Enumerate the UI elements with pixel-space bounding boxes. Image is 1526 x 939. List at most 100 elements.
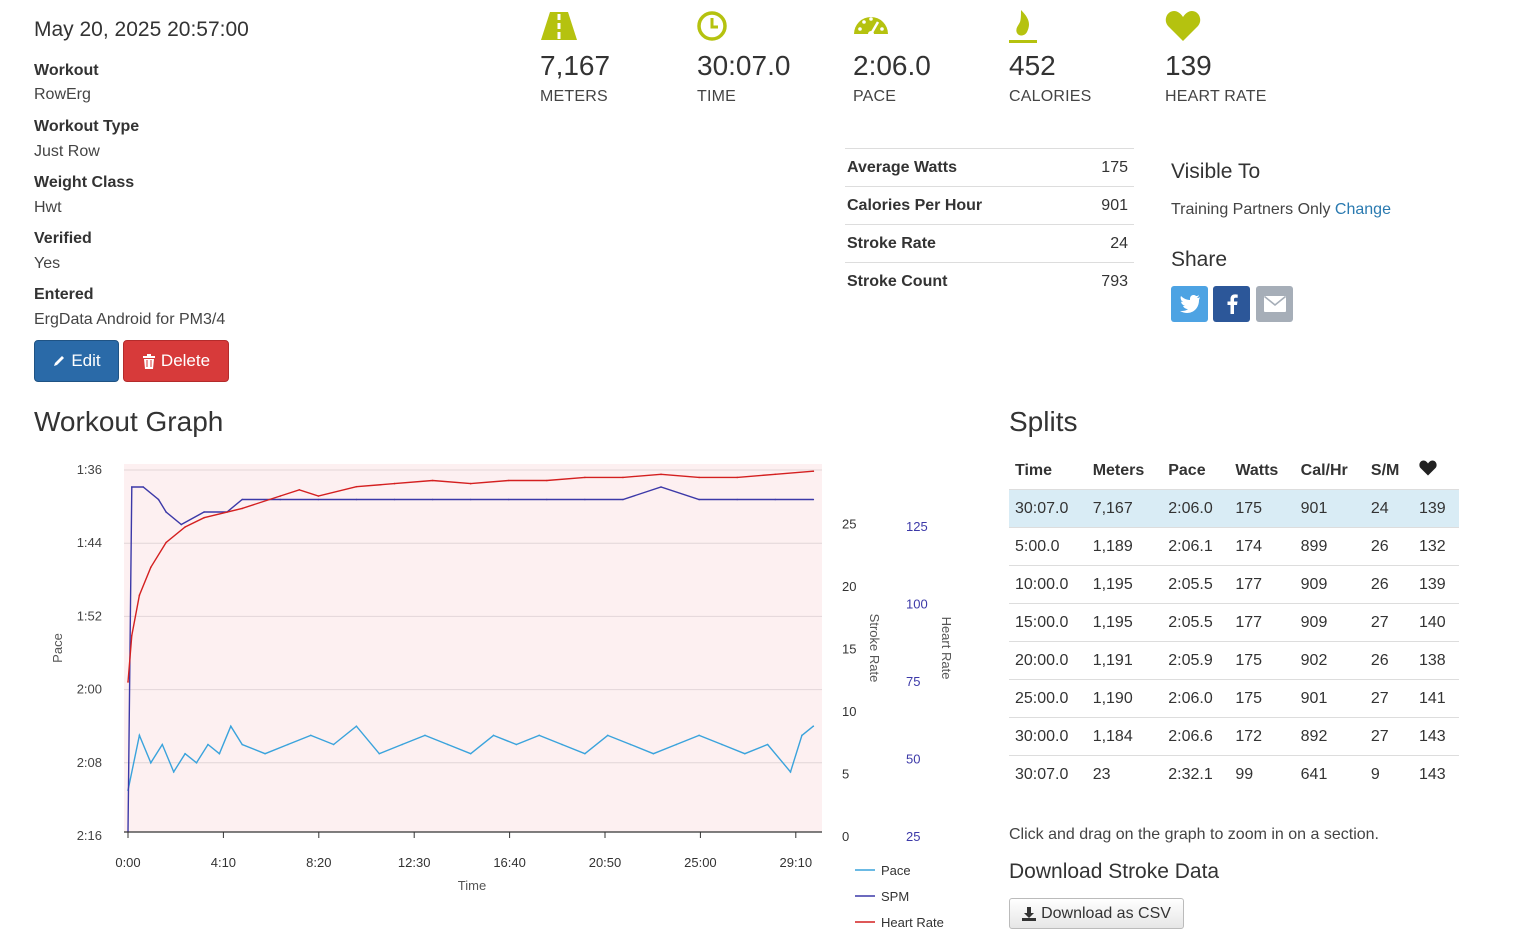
- splits-cell: 30:07.0: [1009, 755, 1087, 793]
- pace-line-point: [538, 734, 541, 737]
- download-title: Download Stroke Data: [1009, 860, 1220, 883]
- download-csv-button[interactable]: Download as CSV: [1009, 898, 1184, 929]
- splits-cell: 140: [1412, 603, 1459, 642]
- heart-rate-line-point: [184, 526, 186, 528]
- legend-label[interactable]: Pace: [881, 863, 911, 878]
- spm-line-point: [469, 498, 472, 501]
- email-icon: [1263, 296, 1286, 312]
- edit-button[interactable]: Edit: [34, 340, 119, 382]
- hr-tick-label: 25: [906, 829, 920, 844]
- change-visibility-link[interactable]: Change: [1334, 201, 1391, 218]
- pace-line-point: [492, 734, 495, 737]
- pace-line-point: [195, 762, 198, 764]
- splits-header-meters: Meters: [1092, 461, 1145, 479]
- heart-rate-line-point: [507, 479, 510, 482]
- metric-value: 24: [1076, 224, 1134, 263]
- pace-line-point: [801, 734, 803, 737]
- pace-tick-label: 2:08: [77, 755, 102, 770]
- pace-line-point: [264, 752, 266, 755]
- spm-line-point: [317, 498, 320, 501]
- heart-rate-line-point: [150, 566, 152, 569]
- spm-line-point: [507, 498, 510, 501]
- splits-cell: 177: [1229, 603, 1295, 642]
- delete-button-label: Delete: [160, 351, 211, 370]
- spm-line-point: [812, 498, 815, 501]
- splits-cell: 1,195: [1086, 603, 1163, 642]
- pace-line-point: [766, 743, 769, 746]
- splits-cell: 902: [1294, 641, 1365, 680]
- splits-header-time: Time: [1015, 461, 1053, 479]
- legend-label[interactable]: Heart Rate: [881, 915, 944, 930]
- splits-cell: 10:00.0: [1009, 565, 1087, 604]
- heart-rate-line-point: [622, 476, 624, 479]
- splits-cell: 27: [1364, 717, 1413, 756]
- spm-tick-label: 0: [842, 829, 849, 844]
- splits-cell: 9: [1364, 755, 1413, 793]
- spm-line-point: [698, 498, 700, 501]
- splits-header-pace: Pace: [1168, 461, 1206, 479]
- metric-value: 901: [1076, 186, 1134, 225]
- twitter-share-button[interactable]: [1171, 286, 1208, 322]
- delete-button[interactable]: Delete: [123, 340, 229, 382]
- metric-row: Calories Per Hour 901: [845, 186, 1134, 225]
- x-tick-label: 16:40: [493, 855, 526, 870]
- email-share-button[interactable]: [1256, 286, 1293, 322]
- heart-rate-line-point: [203, 516, 205, 519]
- splits-title: Splits: [1009, 406, 1078, 437]
- spm-line-point: [584, 498, 586, 501]
- splits-cell: 892: [1294, 717, 1365, 756]
- hr-axis-label: Heart Rate: [939, 617, 954, 680]
- metric-row: Stroke Count 793: [845, 262, 1134, 300]
- splits-row: 25:00.0 1,190 2:06.0 175 901 27 141: [1009, 679, 1459, 718]
- detail-label-workout: Workout: [34, 62, 99, 79]
- facebook-share-button[interactable]: [1213, 286, 1250, 322]
- splits-cell: 24: [1364, 489, 1413, 528]
- stat-pace-label: PACE: [853, 88, 897, 105]
- detail-value-verified: Yes: [34, 255, 61, 272]
- splits-cell: 27: [1364, 679, 1413, 718]
- pace-line-point: [241, 743, 244, 746]
- detail-value-workout-type: Just Row: [34, 143, 100, 160]
- splits-cell: 2:05.9: [1162, 641, 1230, 680]
- spm-tick-label: 15: [842, 642, 856, 657]
- plot-area: [124, 464, 822, 832]
- legend-label[interactable]: SPM: [881, 889, 909, 904]
- share-title: Share: [1171, 248, 1228, 271]
- download-csv-label: Download as CSV: [1041, 904, 1171, 922]
- spm-line-point: [131, 486, 133, 488]
- facebook-icon: [1227, 294, 1238, 314]
- spm-line-point: [241, 498, 244, 501]
- hr-tick-label: 50: [906, 752, 920, 767]
- heart-rate-line-point: [431, 479, 434, 482]
- stat-heart-rate: 139 HEART RATE: [1165, 10, 1315, 106]
- visibility-row: Training Partners Only Change: [1171, 201, 1391, 219]
- pace-line-point: [355, 725, 358, 727]
- splits-cell: 132: [1412, 527, 1459, 566]
- x-tick-label: 0:00: [115, 855, 140, 870]
- heart-rate-line-point: [698, 476, 700, 479]
- workout-graph[interactable]: 0:00 4:10 8:20 12:30 16:40 20:50 25:00 29:10 1:…: [0, 440, 990, 939]
- heart-rate-line-point: [127, 681, 129, 683]
- pace-tick-label: 1:52: [77, 608, 102, 623]
- pace-line-point: [675, 743, 678, 746]
- heart-rate-line-point: [131, 634, 133, 637]
- splits-header-row: Time Meters Pace Watts Cal/Hr S/M: [1009, 452, 1459, 490]
- splits-cell: 172: [1229, 717, 1295, 756]
- spm-line-point: [355, 498, 358, 501]
- spm-line-point: [622, 498, 624, 501]
- stat-heart-rate-label: HEART RATE: [1165, 88, 1267, 105]
- spm-tick-label: 20: [842, 579, 856, 594]
- splits-cell: 139: [1412, 489, 1459, 528]
- stat-time-value: 30:07.0: [697, 50, 791, 81]
- detail-label-weight-class: Weight Class: [34, 174, 135, 191]
- spm-line-point: [203, 511, 205, 513]
- pencil-icon: [54, 356, 65, 366]
- pace-line-point: [584, 752, 586, 755]
- heart-rate-line-point: [469, 482, 472, 485]
- stat-meters-label: METERS: [540, 88, 608, 105]
- twitter-icon: [1179, 295, 1200, 313]
- splits-header-spm: S/M: [1370, 461, 1400, 479]
- heart-rate-line-point: [660, 473, 662, 476]
- pace-line-point: [287, 743, 289, 746]
- detail-value-weight-class: Hwt: [34, 199, 62, 216]
